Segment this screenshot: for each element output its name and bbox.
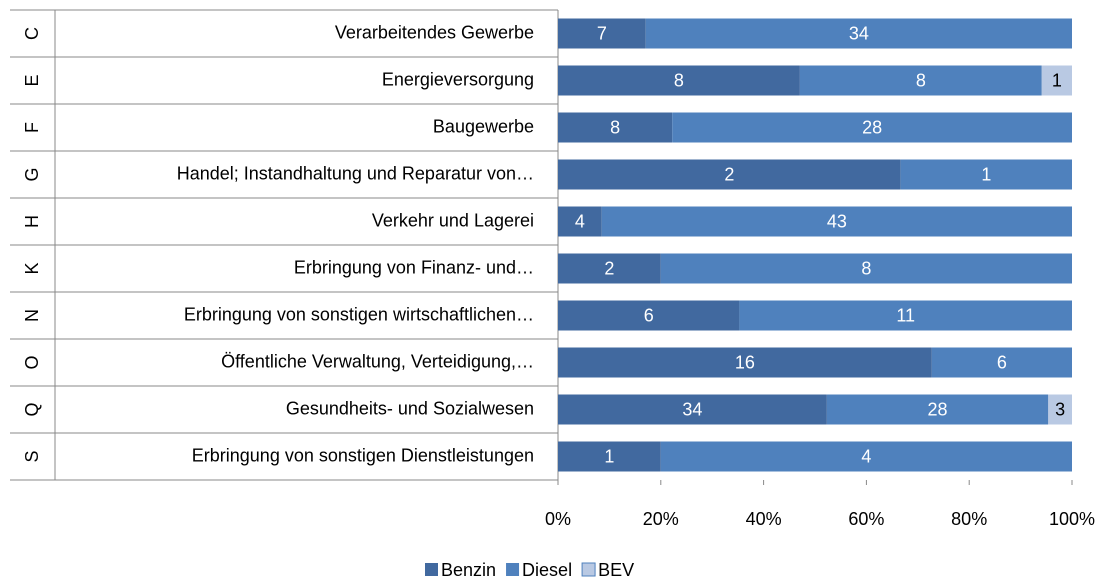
bar-segment bbox=[558, 159, 901, 190]
data-label: 2 bbox=[604, 258, 614, 278]
data-label: 11 bbox=[896, 305, 915, 325]
x-tick-label: 0% bbox=[545, 509, 571, 529]
legend-label: Diesel bbox=[522, 560, 572, 580]
category-code: N bbox=[22, 309, 42, 322]
bar-segment bbox=[558, 253, 661, 284]
data-label: 8 bbox=[861, 258, 871, 278]
category-code: C bbox=[22, 27, 42, 40]
x-tick-label: 40% bbox=[746, 509, 782, 529]
data-label: 4 bbox=[575, 211, 585, 231]
data-label: 43 bbox=[827, 211, 847, 231]
bar-segment bbox=[826, 394, 1049, 425]
bar-segment bbox=[558, 206, 602, 237]
data-label: 34 bbox=[682, 399, 702, 419]
legend-swatch bbox=[506, 563, 520, 576]
bar-segment bbox=[660, 253, 1072, 284]
legend-swatch bbox=[425, 563, 438, 576]
bar-segment bbox=[1048, 394, 1072, 425]
category-label: Energieversorgung bbox=[382, 69, 534, 89]
bar-segment bbox=[558, 441, 661, 472]
category-code: K bbox=[22, 262, 42, 274]
bar-segment bbox=[558, 394, 827, 425]
data-label: 4 bbox=[861, 446, 871, 466]
data-label: 7 bbox=[597, 23, 607, 43]
category-code: H bbox=[22, 215, 42, 228]
x-tick-label: 60% bbox=[848, 509, 884, 529]
legend-swatch bbox=[581, 562, 596, 577]
category-label: Verarbeitendes Gewerbe bbox=[335, 22, 534, 42]
bar-segment bbox=[558, 65, 800, 96]
data-label: 1 bbox=[981, 164, 991, 184]
x-tick-label: 80% bbox=[951, 509, 987, 529]
data-label: 1 bbox=[1052, 70, 1062, 90]
category-code: F bbox=[22, 122, 42, 133]
category-label: Öffentliche Verwaltung, Verteidigung,… bbox=[221, 351, 534, 371]
data-label: 6 bbox=[997, 352, 1007, 372]
data-label: 8 bbox=[674, 70, 684, 90]
bar-segment bbox=[1041, 65, 1072, 96]
bar-segment bbox=[558, 112, 673, 143]
bar-segment bbox=[931, 347, 1072, 378]
bar-segment bbox=[645, 18, 1072, 49]
category-label: Erbringung von sonstigen wirtschaftliche… bbox=[184, 304, 534, 324]
category-code: O bbox=[22, 355, 42, 369]
data-label: 3 bbox=[1055, 399, 1065, 419]
category-code: E bbox=[22, 74, 42, 86]
x-tick-label: 100% bbox=[1049, 509, 1095, 529]
bar-segment bbox=[558, 300, 740, 331]
bar-segment bbox=[660, 441, 1072, 472]
data-label: 8 bbox=[610, 117, 620, 137]
bar-segment bbox=[900, 159, 1072, 190]
category-code: S bbox=[22, 450, 42, 462]
bar-segment bbox=[558, 18, 646, 49]
data-label: 28 bbox=[928, 399, 948, 419]
bar-segment bbox=[672, 112, 1072, 143]
category-code: Q bbox=[22, 402, 42, 416]
bar-segment bbox=[601, 206, 1072, 237]
data-label: 34 bbox=[849, 23, 869, 43]
legend-label: Benzin bbox=[441, 560, 496, 580]
data-label: 6 bbox=[644, 305, 654, 325]
data-label: 2 bbox=[724, 164, 734, 184]
legend-label: BEV bbox=[598, 560, 634, 580]
bar-segment bbox=[558, 347, 932, 378]
bar-segment bbox=[799, 65, 1042, 96]
data-label: 28 bbox=[862, 117, 882, 137]
category-label: Verkehr und Lagerei bbox=[372, 210, 534, 230]
category-label: Baugewerbe bbox=[433, 116, 534, 136]
data-label: 1 bbox=[604, 446, 614, 466]
category-label: Handel; Instandhaltung und Reparatur von… bbox=[177, 163, 534, 183]
category-label: Erbringung von sonstigen Dienstleistunge… bbox=[192, 445, 534, 465]
data-label: 16 bbox=[735, 352, 755, 372]
bar-segment bbox=[739, 300, 1072, 331]
category-code: G bbox=[22, 167, 42, 181]
category-label: Gesundheits- und Sozialwesen bbox=[286, 398, 534, 418]
data-label: 8 bbox=[916, 70, 926, 90]
x-tick-label: 20% bbox=[643, 509, 679, 529]
category-label: Erbringung von Finanz- und… bbox=[294, 257, 534, 277]
